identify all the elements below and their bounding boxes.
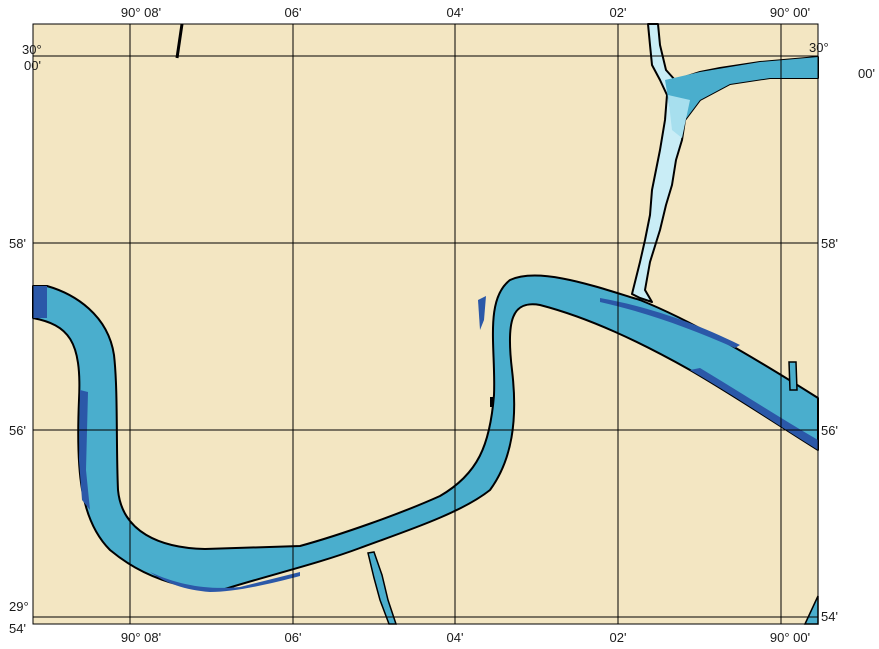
deep-water-south: [150, 572, 300, 592]
bottom-longitude-labels: 90° 08' 06' 04' 02' 90° 00': [121, 630, 810, 645]
left-lat-label: 58': [9, 236, 26, 251]
river-island: [490, 397, 493, 407]
bottom-lon-label: 90° 00': [770, 630, 810, 645]
top-longitude-labels: 90° 08' 06' 04' 02' 90° 00': [121, 5, 810, 20]
deep-water-north-bank: [600, 298, 740, 348]
bottom-lon-label: 90° 08': [121, 630, 161, 645]
left-latitude-labels: 30° 00' 58' 56' 29° 54': [9, 42, 42, 636]
right-lat-label: 58': [821, 236, 838, 251]
deep-water-inner: [478, 296, 486, 330]
left-lat-label: 00': [24, 58, 41, 73]
left-lat-label: 56': [9, 423, 26, 438]
right-lat-label: 56': [821, 423, 838, 438]
top-lon-label: 90° 00': [770, 5, 810, 20]
left-lat-label: 29°: [9, 599, 29, 614]
road-segment: [175, 23, 184, 59]
bottom-lon-label: 04': [447, 630, 464, 645]
left-lat-label: 54': [9, 621, 26, 636]
map-frame: [32, 23, 819, 625]
canal-basin: [665, 57, 818, 130]
top-lon-label: 02': [610, 5, 627, 20]
bottom-lon-label: 02': [610, 630, 627, 645]
canal-light-patch: [668, 95, 690, 138]
right-lat-label: 00': [858, 66, 875, 81]
inlet-east: [788, 361, 798, 391]
right-latitude-labels: 30° 00' 58' 56' 54': [809, 40, 875, 624]
canal-north: [631, 23, 819, 303]
deep-water-left: [33, 286, 47, 318]
top-lon-label: 90° 08': [121, 5, 161, 20]
land-area: [33, 24, 818, 624]
graticule: [33, 24, 818, 624]
left-lat-label: 30°: [22, 42, 42, 57]
right-lat-label: 54': [821, 609, 838, 624]
top-lon-label: 04': [447, 5, 464, 20]
bottom-lon-label: 06': [285, 630, 302, 645]
top-lon-label: 06': [285, 5, 302, 20]
deep-water-outer-bend: [79, 390, 90, 510]
right-lat-label: 30°: [809, 40, 829, 55]
